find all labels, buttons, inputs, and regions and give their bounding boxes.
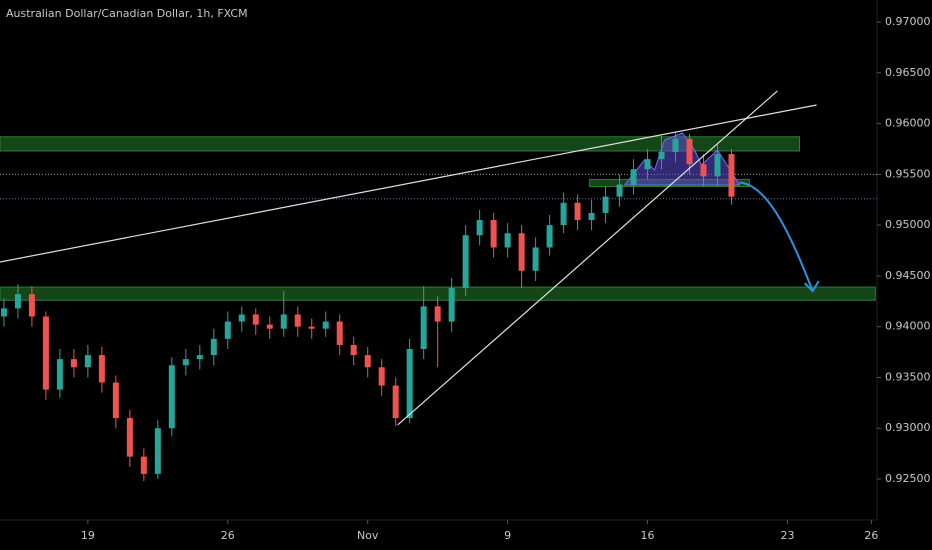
candle-body — [224, 321, 231, 339]
candle-body — [686, 138, 693, 165]
candle-body — [602, 196, 609, 213]
y-tick-label: 0.95000 — [885, 218, 931, 231]
candle-body — [252, 314, 259, 325]
x-tick-label: 9 — [504, 529, 511, 542]
candle-body — [126, 418, 133, 457]
x-tick-label: 16 — [641, 529, 655, 542]
candle-body — [238, 314, 245, 322]
x-tick-label: 23 — [780, 529, 794, 542]
candle-body — [322, 321, 329, 329]
candle-body — [28, 294, 35, 317]
candle-body — [84, 355, 91, 368]
candle-body — [210, 338, 217, 356]
trend-line — [0, 104, 817, 263]
candle-body — [658, 152, 665, 160]
candle-body — [728, 154, 735, 197]
candle-body — [70, 359, 77, 368]
candle-body — [266, 324, 273, 329]
candle-body — [364, 355, 371, 368]
candle-body — [630, 169, 637, 185]
candle-body — [42, 316, 49, 390]
y-tick-label: 0.94500 — [885, 269, 931, 282]
candle-body — [672, 138, 679, 153]
candle-body — [294, 314, 301, 327]
candle-body — [420, 306, 427, 350]
y-tick-label: 0.92500 — [885, 472, 931, 485]
zone — [0, 136, 800, 152]
candle-body — [700, 164, 707, 177]
y-tick-label: 0.94000 — [885, 320, 931, 333]
candle-body — [280, 314, 287, 329]
candle-body — [406, 349, 413, 419]
candle-body — [196, 355, 203, 360]
chart-title: Australian Dollar/Canadian Dollar, 1h, F… — [6, 7, 248, 20]
candle-body — [154, 428, 161, 474]
candle-body — [336, 321, 343, 345]
candle-body — [140, 456, 147, 474]
x-tick-label: Nov — [357, 529, 379, 542]
x-tick-label: 19 — [81, 529, 95, 542]
candle-body — [476, 220, 483, 236]
candle-body — [308, 326, 315, 329]
candle-body — [168, 365, 175, 429]
x-tick-label: 26 — [221, 529, 235, 542]
candle-body — [98, 355, 105, 383]
candle-body — [714, 154, 721, 177]
candle-body — [644, 159, 651, 170]
candle-body — [546, 225, 553, 248]
arrow-head — [803, 280, 820, 293]
candle-body — [0, 308, 7, 317]
candle-body — [518, 233, 525, 271]
x-tick-label: 26 — [864, 529, 878, 542]
candle-body — [448, 288, 455, 322]
candle-body — [182, 359, 189, 366]
candle-body — [574, 202, 581, 221]
candle-body — [504, 233, 511, 248]
y-tick-label: 0.95500 — [885, 167, 931, 180]
candle-body — [588, 212, 595, 221]
y-tick-label: 0.93500 — [885, 370, 931, 383]
trend-line — [397, 90, 778, 426]
candle-body — [560, 202, 567, 226]
candle-body — [392, 385, 399, 419]
candle-body — [112, 382, 119, 419]
candle-body — [616, 184, 623, 197]
candle-body — [14, 294, 21, 309]
candle-body — [378, 367, 385, 386]
y-tick-label: 0.93000 — [885, 421, 931, 434]
candle-body — [532, 247, 539, 271]
y-tick-label: 0.96000 — [885, 117, 931, 130]
y-tick-label: 0.97000 — [885, 15, 931, 28]
candle-body — [462, 235, 469, 289]
candle-body — [490, 220, 497, 248]
candle-body — [434, 306, 441, 322]
projection-arrow — [739, 181, 814, 292]
candle-body — [350, 344, 357, 356]
y-tick-label: 0.96500 — [885, 66, 931, 79]
candle-body — [56, 359, 63, 390]
